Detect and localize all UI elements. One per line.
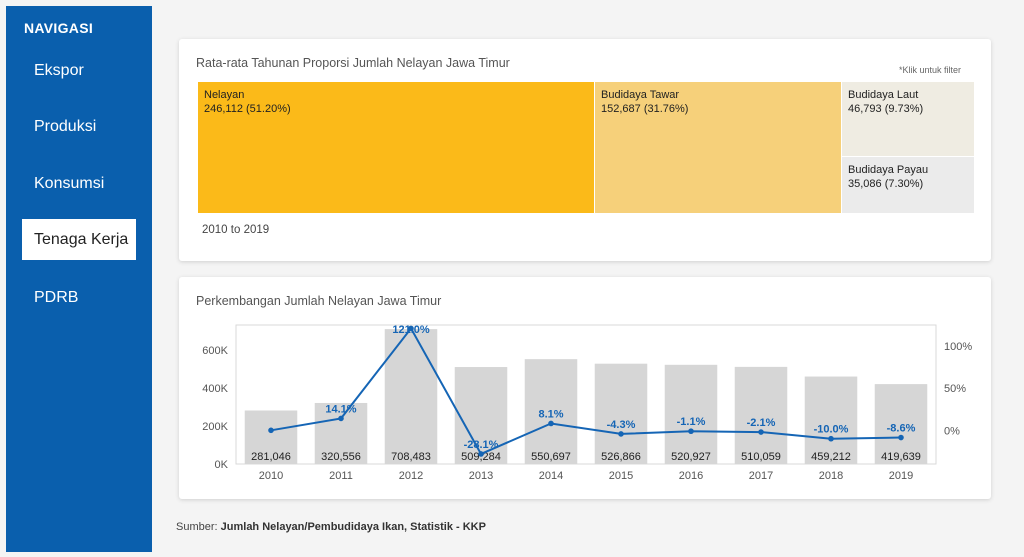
growth-point — [338, 415, 344, 422]
growth-point — [828, 435, 834, 442]
treemap-cell-value: 152,687 (31.76%) — [601, 103, 689, 115]
nav-title: NAVIGASI — [24, 20, 94, 36]
growth-label: -8.6% — [887, 423, 916, 435]
x-tick-label: 2010 — [259, 470, 283, 482]
treemap-cell-budidaya-laut[interactable]: Budidaya Laut 46,793 (9.73%) — [842, 82, 974, 156]
bar-value-label: 281,046 — [251, 451, 291, 463]
treemap-cell-value: 46,793 (9.73%) — [848, 103, 924, 115]
growth-line — [270, 326, 902, 456]
growth-label: 8.1% — [538, 408, 563, 420]
x-tick-label: 2014 — [539, 470, 563, 482]
treemap-cell-budidaya-tawar[interactable]: Budidaya Tawar 152,687 (31.76%) — [595, 82, 841, 213]
bar — [314, 402, 368, 464]
y2-tick-label: 100% — [944, 341, 972, 353]
growth-label: -4.3% — [607, 419, 636, 431]
treemap-cell-name: Budidaya Payau — [848, 164, 929, 176]
y2-tick-label: 0% — [944, 425, 960, 437]
treemap-cell-value: 35,086 (7.30%) — [848, 178, 924, 190]
nav-item-tenaga-kerja[interactable]: Tenaga Kerja — [22, 219, 136, 260]
bar — [454, 367, 508, 464]
growth-point — [758, 429, 764, 435]
nav-item-produksi[interactable]: Produksi — [34, 118, 97, 135]
bar-value-label: 419,639 — [881, 451, 921, 463]
plot-frame — [235, 324, 937, 465]
y-tick-label: 400K — [202, 383, 228, 395]
bar-value-label: 520,927 — [671, 451, 711, 463]
x-tick-label: 2017 — [749, 470, 773, 482]
trend-card: Perkembangan Jumlah Nelayan Jawa Timur 0… — [179, 277, 991, 499]
bar — [874, 384, 928, 464]
treemap-cell-name: Budidaya Laut — [848, 89, 919, 101]
bar — [244, 410, 298, 464]
date-range-label: 2010 to 2019 — [202, 224, 270, 236]
trend-title: Perkembangan Jumlah Nelayan Jawa Timur — [196, 294, 442, 308]
x-tick-label: 2011 — [329, 470, 353, 482]
nav-item-konsumsi[interactable]: Konsumsi — [34, 175, 105, 192]
x-tick-label: 2013 — [469, 470, 493, 482]
bar — [524, 359, 578, 464]
filter-hint: *Klik untuk filter — [898, 65, 961, 75]
growth-point — [548, 420, 554, 427]
growth-point — [618, 431, 624, 437]
nav-item-pdrb[interactable]: PDRB — [34, 289, 79, 306]
treemap-title: Rata-rata Tahunan Proporsi Jumlah Nelaya… — [196, 56, 510, 70]
bar — [384, 329, 438, 464]
treemap-cell-name: Nelayan — [204, 89, 245, 101]
bar-value-label: 509,284 — [461, 451, 501, 463]
bar-value-label: 510,059 — [741, 451, 781, 463]
trend-chart: 0K 200K 400K 600K 0% 50% 100% 281,046 2010 320,55… — [202, 324, 972, 482]
treemap-cell-name: Budidaya Tawar — [601, 89, 680, 101]
x-tick-label: 2016 — [679, 470, 703, 482]
y-tick-label: 0K — [215, 459, 229, 471]
y2-tick-label: 50% — [944, 383, 966, 395]
growth-label: -10.0% — [814, 424, 849, 436]
growth-point — [688, 428, 694, 435]
source-prefix: Sumber: — [176, 521, 221, 533]
growth-point — [268, 427, 274, 434]
treemap-card: Rata-rata Tahunan Proporsi Jumlah Nelaya… — [179, 39, 991, 261]
x-tick-label: 2012 — [399, 470, 423, 482]
bar-value-label: 459,212 — [811, 451, 851, 463]
growth-label: -1.1% — [677, 416, 706, 428]
bar-value-label: 526,866 — [601, 451, 641, 463]
y-tick-label: 600K — [202, 345, 228, 357]
growth-point — [898, 434, 904, 441]
x-tick-label: 2019 — [889, 470, 913, 482]
bar — [804, 376, 858, 464]
growth-label: 14.1% — [325, 403, 356, 415]
growth-label: 121.0% — [392, 324, 430, 336]
nav-item-ekspor[interactable]: Ekspor — [34, 62, 84, 79]
bar-value-label: 320,556 — [321, 451, 361, 463]
treemap-cell-nelayan[interactable]: Nelayan 246,112 (51.20%) — [198, 82, 594, 213]
bar — [664, 364, 718, 464]
x-tick-label: 2015 — [609, 470, 633, 482]
bar — [734, 366, 788, 464]
treemap-cell-value: 246,112 (51.20%) — [204, 103, 291, 115]
growth-label: -28.1% — [464, 439, 499, 451]
source-text: Jumlah Nelayan/Pembudidaya Ikan, Statist… — [220, 521, 486, 533]
source-note: Sumber: Jumlah Nelayan/Pembudidaya Ikan,… — [176, 521, 486, 533]
growth-point — [408, 325, 414, 332]
growth-label: -2.1% — [747, 417, 776, 429]
y-tick-label: 200K — [202, 421, 228, 433]
bar — [594, 363, 648, 464]
navigation-sidebar: NAVIGASI Ekspor Produksi Konsumsi Tenaga… — [6, 6, 152, 552]
growth-point — [478, 451, 484, 457]
x-tick-label: 2018 — [819, 470, 843, 482]
bar-value-label: 708,483 — [391, 451, 431, 463]
treemap-cell-budidaya-payau[interactable]: Budidaya Payau 35,086 (7.30%) — [842, 157, 974, 213]
bar-value-label: 550,697 — [531, 451, 571, 463]
